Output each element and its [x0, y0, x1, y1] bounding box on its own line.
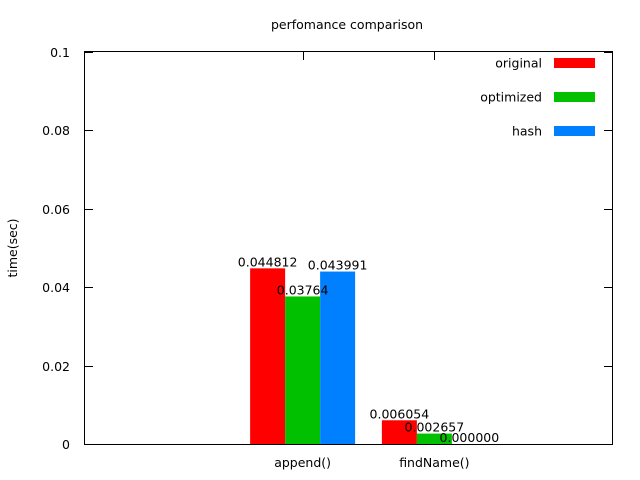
bar-optimized-1	[416, 433, 452, 444]
legend: original optimized hash	[480, 56, 595, 139]
axis-ticks: 0 0.02 0.04 0.06 0.08 0.1 append() findName()	[42, 45, 612, 470]
data-label: 0.03764	[277, 282, 329, 297]
value-labels: 0.044812 0.006054 0.03764 0.002657 0.043991 0…	[238, 254, 499, 445]
legend-swatch	[554, 92, 595, 102]
bars	[250, 268, 452, 444]
chart-title: perfomance comparison	[271, 17, 423, 32]
y-tick-label: 0.08	[42, 123, 70, 138]
legend-swatch	[554, 58, 595, 68]
legend-swatch	[554, 126, 595, 136]
x-tick-label: findName()	[399, 455, 469, 470]
y-axis-label: time(sec)	[5, 218, 20, 277]
y-tick-label: 0.02	[42, 359, 70, 374]
data-label: 0.006054	[370, 406, 430, 421]
bar-original-1	[381, 420, 417, 444]
data-label: 0.043991	[308, 258, 368, 273]
y-tick-label: 0.06	[42, 202, 70, 217]
plot-frame	[84, 51, 613, 445]
y-tick-label: 0.04	[42, 280, 70, 295]
legend-label: hash	[512, 124, 542, 139]
data-label: 0.002657	[405, 420, 465, 435]
x-tick-label: append()	[274, 455, 331, 470]
bar-hash-0	[320, 271, 356, 444]
legend-label: optimized	[480, 90, 542, 105]
data-label: 0.044812	[238, 254, 298, 269]
bar-optimized-0	[285, 296, 321, 444]
y-tick-label: 0	[62, 437, 70, 452]
data-label: 0.000000	[440, 430, 500, 445]
legend-label: original	[495, 56, 542, 71]
y-tick-label: 0.1	[50, 45, 70, 60]
bar-original-0	[250, 268, 286, 444]
